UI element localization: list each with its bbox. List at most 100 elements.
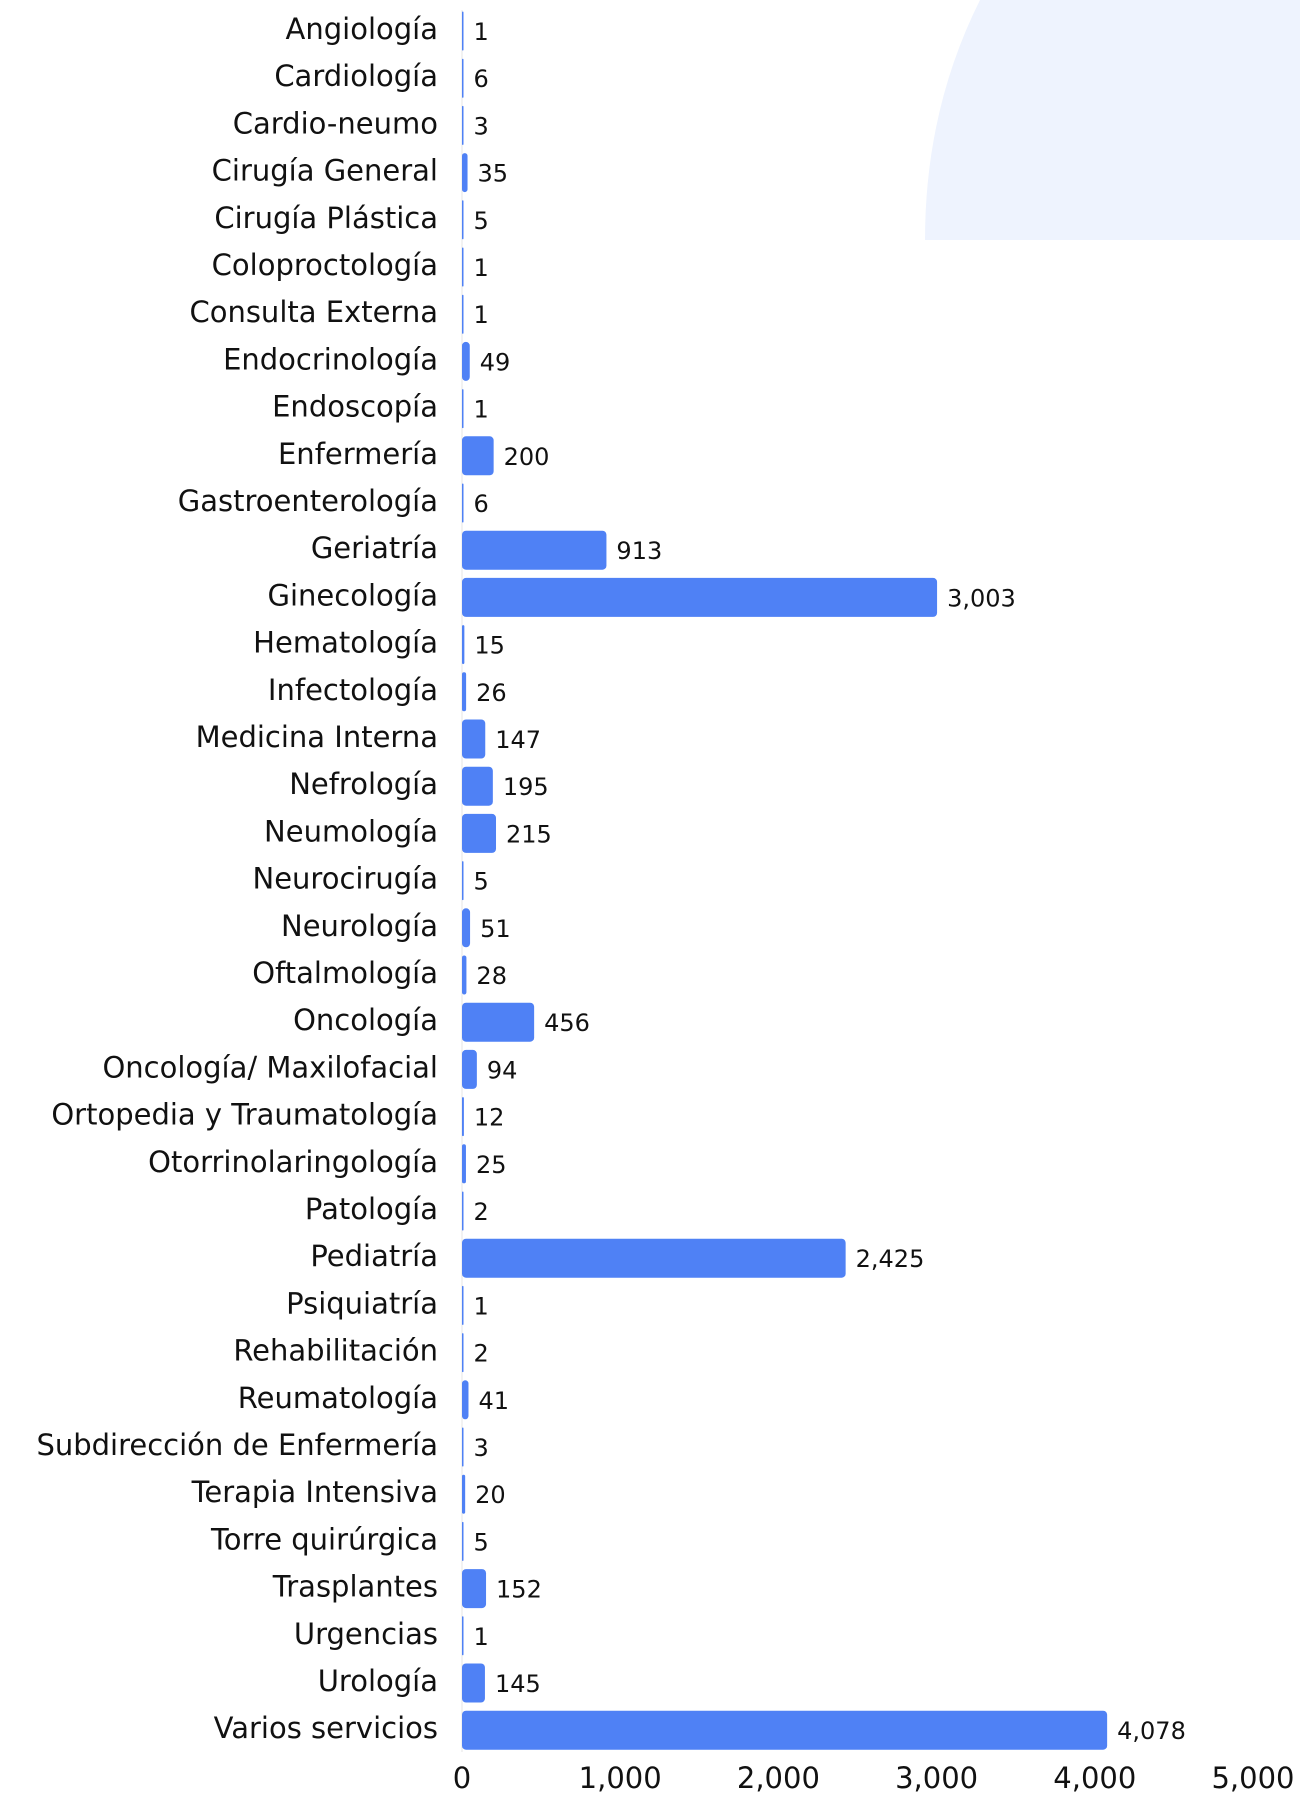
value-label: 26 bbox=[476, 679, 507, 707]
category-label: Terapia Intensiva bbox=[191, 1475, 438, 1509]
category-label: Urología bbox=[318, 1664, 438, 1698]
bar bbox=[462, 861, 464, 901]
value-label: 195 bbox=[503, 773, 549, 801]
bar bbox=[462, 1380, 469, 1420]
bar bbox=[462, 11, 464, 51]
category-label: Neumología bbox=[264, 814, 438, 848]
value-label: 4,078 bbox=[1117, 1717, 1186, 1745]
category-label: Ortopedia y Traumatología bbox=[51, 1098, 438, 1132]
bar bbox=[462, 1097, 464, 1137]
x-tick-label: 3,000 bbox=[895, 1761, 978, 1795]
value-label: 5 bbox=[474, 1528, 489, 1556]
bar bbox=[462, 1144, 466, 1184]
value-label: 35 bbox=[478, 160, 509, 188]
bar bbox=[462, 1333, 464, 1373]
value-label: 215 bbox=[506, 820, 552, 848]
category-label: Endoscopía bbox=[272, 390, 438, 424]
value-label: 2,425 bbox=[856, 1245, 925, 1273]
value-label: 5 bbox=[474, 207, 489, 235]
value-label: 1 bbox=[474, 1292, 489, 1320]
category-label: Geriatría bbox=[311, 531, 438, 565]
bar bbox=[462, 105, 464, 145]
bar bbox=[462, 1049, 477, 1089]
category-label: Pediatría bbox=[310, 1239, 438, 1273]
bar bbox=[462, 1427, 464, 1467]
category-label: Infectología bbox=[268, 673, 438, 707]
bar bbox=[462, 1616, 464, 1656]
value-label: 152 bbox=[496, 1576, 542, 1604]
category-label: Medicina Interna bbox=[196, 720, 438, 754]
bar bbox=[462, 1663, 485, 1703]
category-label: Patología bbox=[305, 1192, 438, 1226]
x-tick-label: 1,000 bbox=[579, 1761, 662, 1795]
bar bbox=[462, 200, 464, 240]
value-label: 6 bbox=[474, 490, 489, 518]
bar bbox=[462, 719, 486, 759]
category-label: Subdirección de Enfermería bbox=[36, 1428, 438, 1462]
category-label: Trasplantes bbox=[272, 1570, 438, 1604]
category-label: Cardio-neumo bbox=[233, 106, 438, 140]
category-label: Enfermería bbox=[278, 437, 438, 471]
bar bbox=[462, 58, 464, 98]
category-label: Neurología bbox=[281, 909, 438, 943]
bar bbox=[462, 577, 938, 617]
bar bbox=[462, 436, 494, 476]
bar bbox=[462, 1521, 464, 1561]
category-label: Angiología bbox=[286, 12, 438, 46]
value-label: 1 bbox=[474, 301, 489, 329]
value-label: 913 bbox=[616, 537, 662, 565]
value-label: 2 bbox=[474, 1198, 489, 1226]
value-label: 12 bbox=[474, 1104, 505, 1132]
value-label: 3 bbox=[474, 1434, 489, 1462]
background-shape bbox=[925, 0, 1300, 240]
bar bbox=[462, 1710, 1108, 1750]
x-tick-label: 0 bbox=[453, 1761, 471, 1795]
category-label: Reumatología bbox=[238, 1381, 438, 1415]
x-tick-label: 2,000 bbox=[737, 1761, 820, 1795]
bar bbox=[462, 1238, 846, 1278]
bar bbox=[462, 908, 471, 948]
value-label: 3 bbox=[474, 112, 489, 140]
value-label: 41 bbox=[478, 1387, 509, 1415]
bar bbox=[462, 247, 464, 287]
value-label: 25 bbox=[476, 1151, 507, 1179]
value-label: 1 bbox=[474, 1623, 489, 1651]
value-label: 1 bbox=[474, 18, 489, 46]
category-label: Hematología bbox=[253, 626, 438, 660]
bar bbox=[462, 766, 493, 806]
category-label: Oncología bbox=[293, 1003, 438, 1037]
value-label: 28 bbox=[476, 962, 507, 990]
category-label: Consulta Externa bbox=[189, 295, 438, 329]
bar bbox=[462, 1285, 464, 1325]
bar bbox=[462, 625, 465, 665]
value-label: 5 bbox=[474, 868, 489, 896]
category-label: Endocrinología bbox=[223, 342, 438, 376]
bar bbox=[462, 813, 497, 853]
value-label: 49 bbox=[480, 348, 511, 376]
value-label: 1 bbox=[474, 254, 489, 282]
category-label: Oncología/ Maxilofacial bbox=[102, 1050, 438, 1084]
bar bbox=[462, 389, 464, 429]
category-label: Oftalmología bbox=[252, 956, 438, 990]
category-label: Gastroenterología bbox=[178, 484, 438, 518]
bar bbox=[462, 530, 607, 570]
category-label: Nefrología bbox=[289, 767, 438, 801]
x-tick-label: 5,000 bbox=[1211, 1761, 1294, 1795]
bar bbox=[462, 955, 467, 995]
value-label: 20 bbox=[475, 1481, 506, 1509]
category-label: Psiquiatría bbox=[286, 1286, 438, 1320]
category-label: Cirugía General bbox=[212, 154, 438, 188]
bar bbox=[462, 341, 470, 381]
value-label: 456 bbox=[544, 1009, 590, 1037]
x-tick-label: 4,000 bbox=[1053, 1761, 1136, 1795]
value-label: 3,003 bbox=[947, 584, 1016, 612]
bar bbox=[462, 153, 468, 193]
value-label: 94 bbox=[487, 1056, 518, 1084]
value-label: 1 bbox=[474, 396, 489, 424]
category-label: Cardiología bbox=[274, 59, 438, 93]
category-label: Otorrinolaringología bbox=[148, 1145, 438, 1179]
bar bbox=[462, 672, 467, 712]
value-label: 200 bbox=[504, 443, 550, 471]
category-label: Cirugía Plástica bbox=[214, 201, 438, 235]
